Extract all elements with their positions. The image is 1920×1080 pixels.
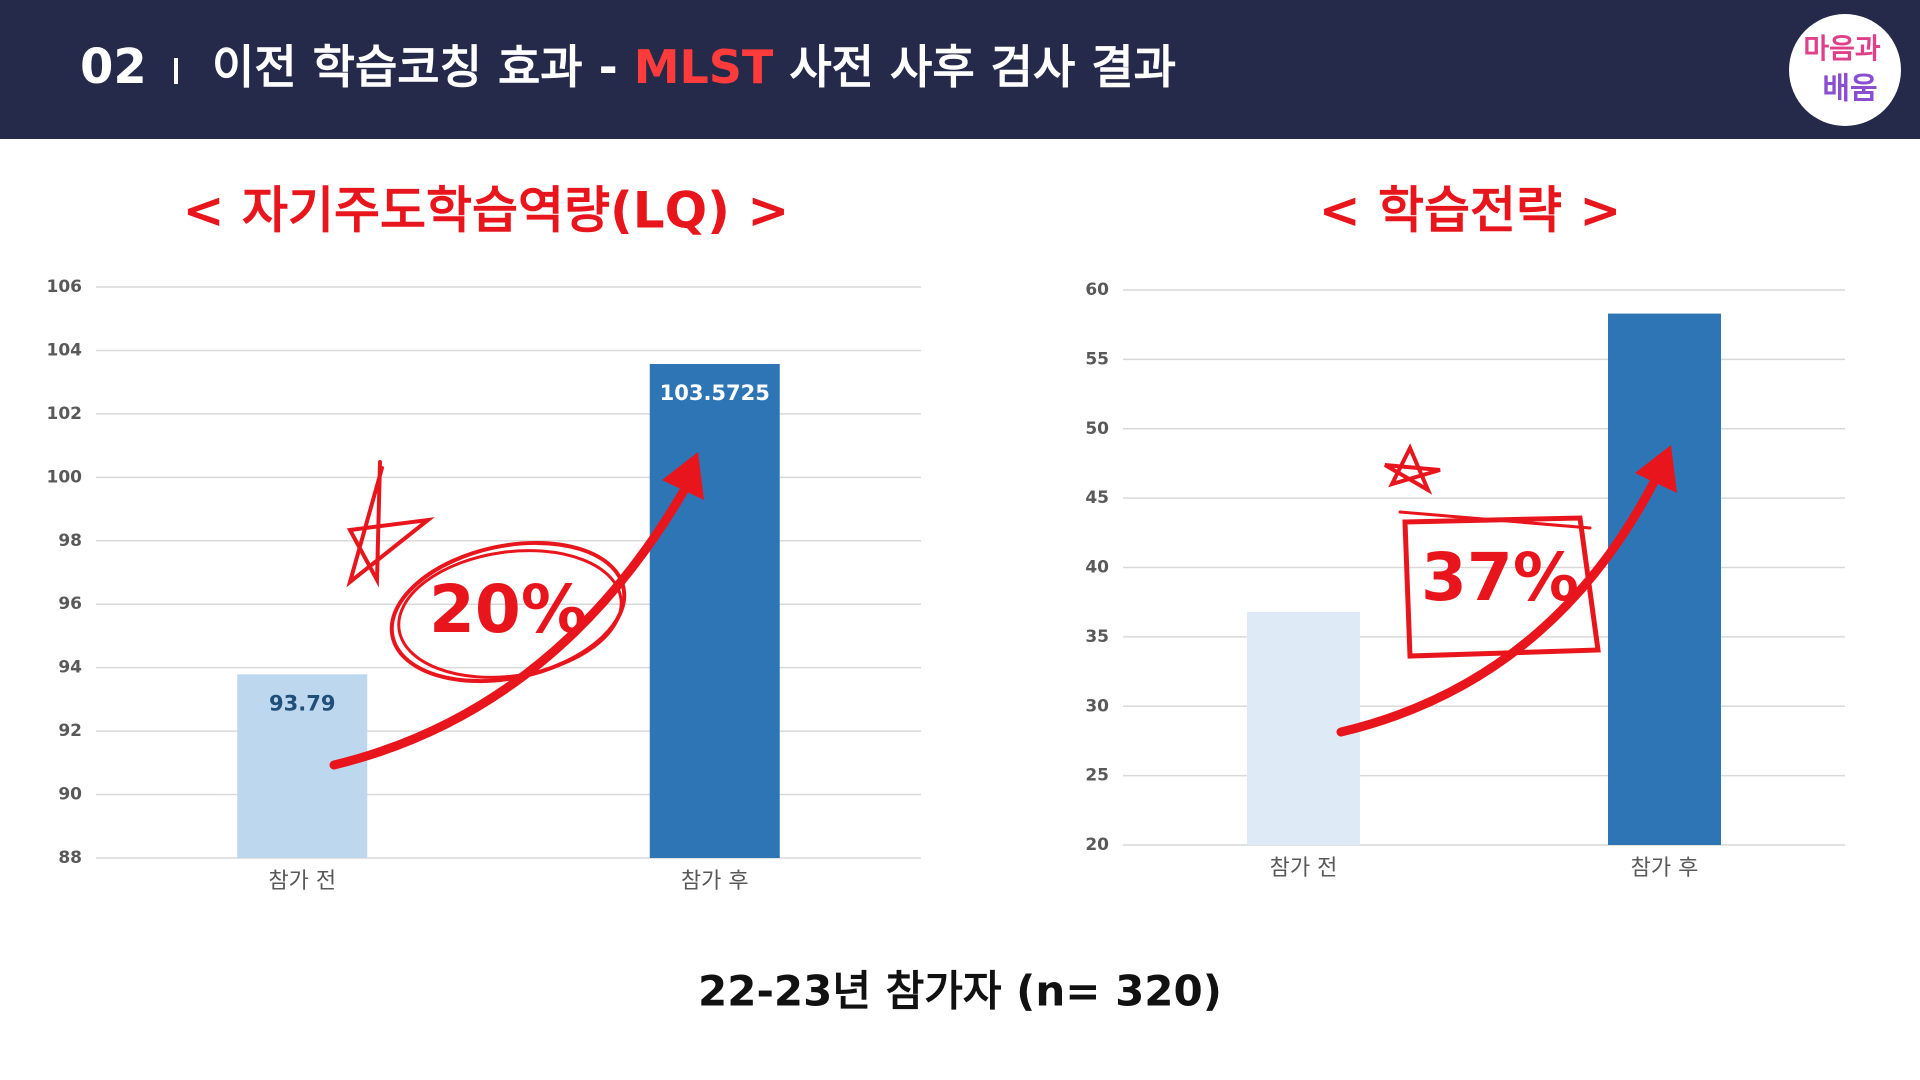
y-tick-label: 45 (1085, 488, 1109, 508)
y-tick-label: 96 (58, 594, 82, 614)
section-number: 02 (80, 39, 147, 95)
header-bar (0, 0, 1920, 139)
bar (1608, 313, 1721, 845)
y-tick-label: 50 (1085, 419, 1109, 439)
title-suffix: 사전 사후 검사 결과 (789, 40, 1176, 94)
arrow-head (1635, 445, 1677, 493)
chart-title: < 자기주도학습역량(LQ) > (183, 182, 790, 240)
chart-title: < 학습전략 > (1319, 182, 1622, 240)
footer: 22-23년 참가자 (n= 320) (698, 967, 1222, 1016)
title-prefix: 이전 학습코칭 효과 - (212, 40, 618, 94)
y-tick-label: 94 (58, 658, 82, 678)
y-tick-label: 102 (47, 404, 83, 424)
y-tick-label: 35 (1085, 627, 1109, 647)
value-label: 103.5725 (660, 381, 770, 405)
separator (174, 58, 178, 84)
decorations (329, 443, 1677, 770)
logo (1789, 14, 1901, 126)
value-label: 93.79 (269, 691, 335, 715)
arrow-head (662, 452, 704, 500)
arrow (329, 475, 695, 770)
logo-text: 배움 (1822, 72, 1877, 107)
y-tick-label: 106 (47, 277, 83, 297)
y-tick-label: 55 (1085, 349, 1109, 369)
y-tick-label: 88 (58, 848, 82, 868)
y-tick-label: 92 (58, 721, 82, 741)
y-tick-label: 104 (47, 340, 83, 360)
arrow (1336, 455, 1670, 737)
box-mark (1398, 510, 1592, 530)
y-tick-label: 90 (58, 785, 82, 805)
x-tick-label: 참가 전 (1270, 856, 1338, 881)
annotation: 37% (1421, 539, 1579, 616)
y-tick-label: 40 (1085, 558, 1109, 578)
box-mark (1402, 515, 1601, 659)
logo-text: 마음과 (1803, 32, 1881, 65)
bar (649, 364, 780, 858)
y-tick-label: 25 (1085, 766, 1109, 786)
x-tick-label: 참가 후 (1631, 856, 1699, 881)
circle-mark (389, 540, 627, 684)
annotation: 20% (429, 571, 587, 648)
x-tick-label: 참가 후 (681, 869, 749, 894)
y-tick-label: 98 (58, 531, 82, 551)
circle-mark (397, 549, 623, 679)
y-tick-label: 30 (1085, 696, 1109, 716)
y-tick-label: 60 (1085, 280, 1109, 300)
title-highlight: MLST (634, 40, 774, 94)
y-tick-label: 20 (1085, 835, 1109, 855)
x-tick-label: 참가 전 (268, 869, 336, 894)
header-title: 이전 학습코칭 효과 - MLST 사전 사후 검사 결과 (212, 40, 1176, 94)
star (1383, 443, 1441, 495)
star (346, 460, 435, 588)
y-tick-label: 100 (47, 467, 83, 487)
